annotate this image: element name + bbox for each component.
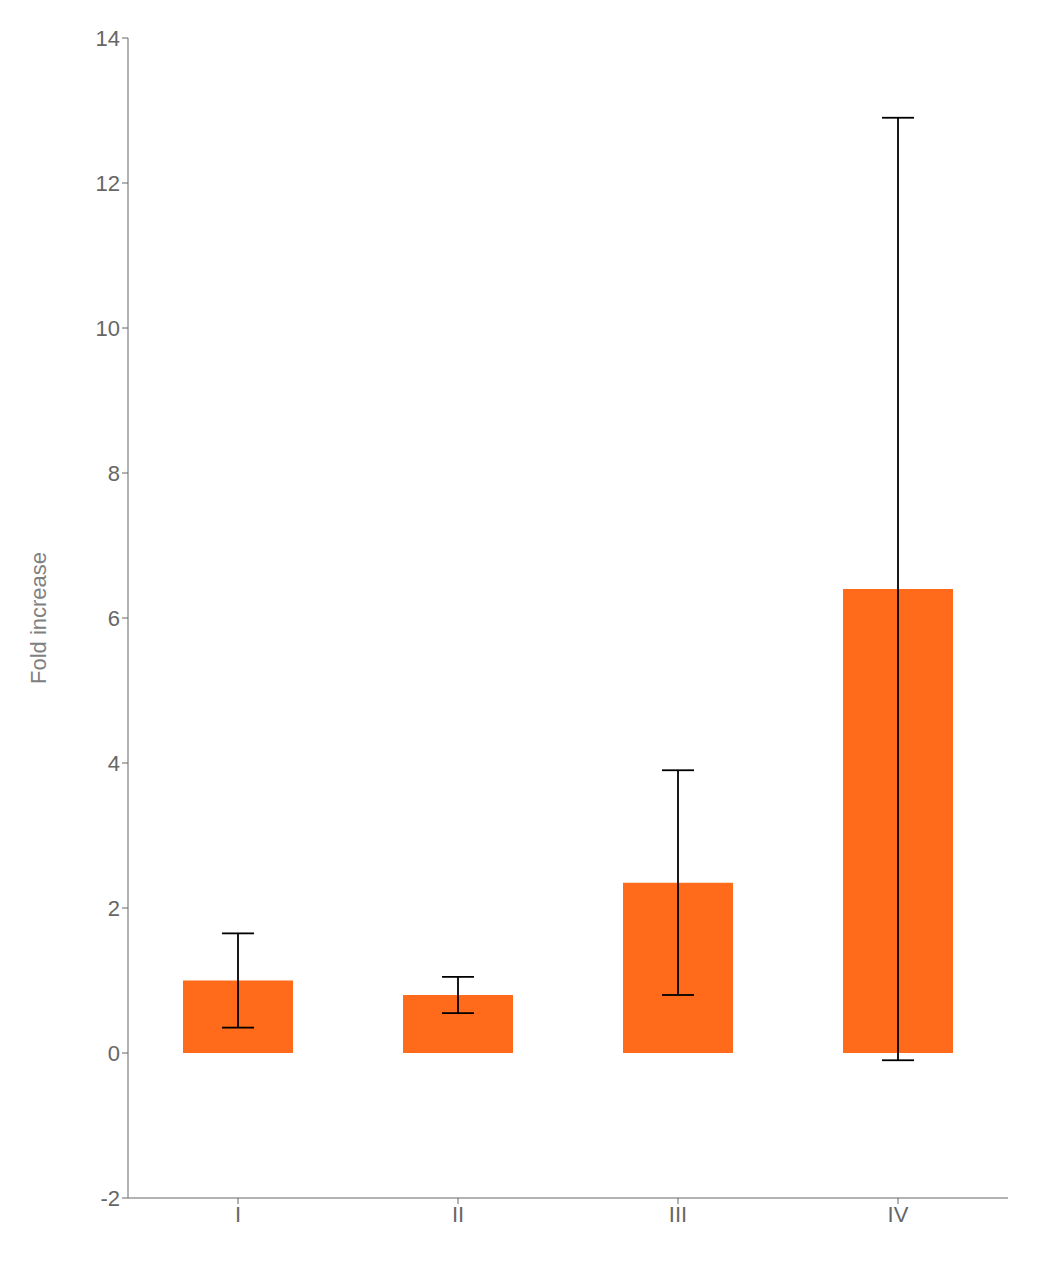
svg-text:12: 12 xyxy=(96,171,120,196)
svg-text:-2: -2 xyxy=(100,1186,120,1211)
svg-text:I: I xyxy=(235,1202,241,1227)
svg-text:0: 0 xyxy=(108,1041,120,1066)
svg-text:Fold increase: Fold increase xyxy=(26,552,51,684)
svg-text:IV: IV xyxy=(888,1202,909,1227)
svg-text:III: III xyxy=(669,1202,687,1227)
svg-text:4: 4 xyxy=(108,751,120,776)
svg-text:II: II xyxy=(452,1202,464,1227)
svg-text:8: 8 xyxy=(108,461,120,486)
svg-text:10: 10 xyxy=(96,316,120,341)
svg-text:2: 2 xyxy=(108,896,120,921)
svg-text:6: 6 xyxy=(108,606,120,631)
svg-text:14: 14 xyxy=(96,26,120,51)
